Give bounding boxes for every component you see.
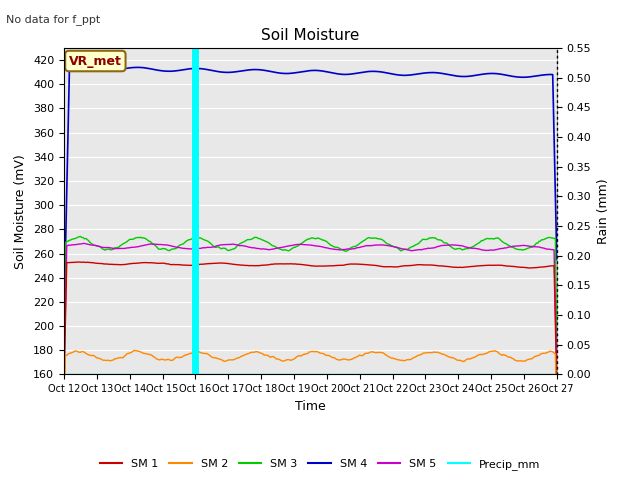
Y-axis label: Rain (mm): Rain (mm) (597, 179, 610, 244)
Text: VR_met: VR_met (69, 55, 122, 68)
Title: Soil Moisture: Soil Moisture (261, 28, 360, 43)
X-axis label: Time: Time (295, 400, 326, 413)
Legend: SM 1, SM 2, SM 3, SM 4, SM 5, Precip_mm: SM 1, SM 2, SM 3, SM 4, SM 5, Precip_mm (95, 455, 545, 474)
Text: No data for f_ppt: No data for f_ppt (6, 14, 100, 25)
Y-axis label: Soil Moisture (mV): Soil Moisture (mV) (15, 154, 28, 269)
